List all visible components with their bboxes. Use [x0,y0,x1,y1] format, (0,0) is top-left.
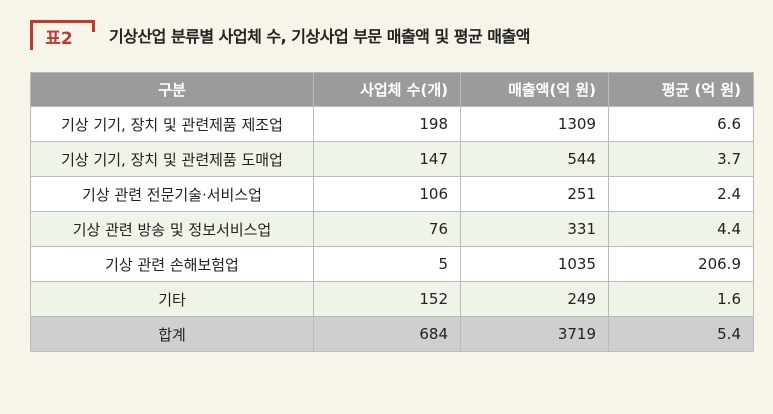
table-row: 기상 관련 전문기술·서비스업 106 251 2.4 [30,176,754,212]
row-category: 기타 [30,281,314,317]
row-average: 1.6 [608,281,754,317]
total-sales: 3719 [460,316,609,352]
total-label: 합계 [30,316,314,352]
row-sales: 251 [460,176,609,212]
header-sales: 매출액(억 원) [460,72,609,107]
row-average: 4.4 [608,211,754,247]
header-row: 구분 사업체 수(개) 매출액(억 원) 평균 (억 원) [30,72,754,107]
table-row: 기상 기기, 장치 및 관련제품 제조업 198 1309 6.6 [30,106,754,142]
row-category: 기상 관련 방송 및 정보서비스업 [30,211,314,247]
row-business-count: 147 [313,141,461,177]
table-number-label: 표2 [30,20,95,50]
row-sales: 1309 [460,106,609,142]
table-row: 기상 관련 방송 및 정보서비스업 76 331 4.4 [30,211,754,247]
header-average: 평균 (억 원) [608,72,754,107]
table-caption: 표2 기상산업 분류별 사업체 수, 기상사업 부문 매출액 및 평균 매출액 [30,20,530,50]
total-business-count: 684 [313,316,461,352]
row-business-count: 152 [313,281,461,317]
header-category: 구분 [30,72,314,107]
row-average: 3.7 [608,141,754,177]
row-category: 기상 관련 손해보험업 [30,246,314,282]
table-row: 기상 관련 손해보험업 5 1035 206.9 [30,246,754,282]
row-category: 기상 관련 전문기술·서비스업 [30,176,314,212]
table-row: 기타 152 249 1.6 [30,281,754,317]
header-business-count: 사업체 수(개) [313,72,461,107]
statistics-table: 구분 사업체 수(개) 매출액(억 원) 평균 (억 원) 기상 기기, 장치 … [30,72,754,352]
total-row: 합계 684 3719 5.4 [30,316,754,352]
row-average: 2.4 [608,176,754,212]
row-business-count: 106 [313,176,461,212]
row-sales: 544 [460,141,609,177]
row-category: 기상 기기, 장치 및 관련제품 제조업 [30,106,314,142]
row-average: 206.9 [608,246,754,282]
row-average: 6.6 [608,106,754,142]
total-average: 5.4 [608,316,754,352]
row-sales: 1035 [460,246,609,282]
row-sales: 249 [460,281,609,317]
row-category: 기상 기기, 장치 및 관련제품 도매업 [30,141,314,177]
row-business-count: 76 [313,211,461,247]
table-row: 기상 기기, 장치 및 관련제품 도매업 147 544 3.7 [30,141,754,177]
row-sales: 331 [460,211,609,247]
table-title: 기상산업 분류별 사업체 수, 기상사업 부문 매출액 및 평균 매출액 [109,27,530,46]
row-business-count: 198 [313,106,461,142]
row-business-count: 5 [313,246,461,282]
